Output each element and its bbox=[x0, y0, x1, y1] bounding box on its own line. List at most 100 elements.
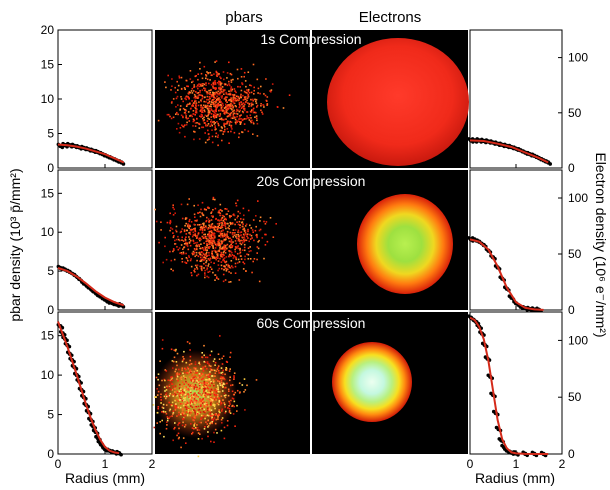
y-tick-label: 15 bbox=[41, 186, 55, 200]
pbar-hit bbox=[196, 411, 199, 413]
pbar-hit bbox=[195, 104, 197, 107]
pbar-hit bbox=[160, 399, 162, 401]
column-header-electrons: Electrons bbox=[359, 9, 422, 26]
pbar-hit bbox=[220, 129, 223, 132]
pbar-hit bbox=[182, 125, 185, 128]
pbar-hit bbox=[253, 111, 256, 114]
pbar-hit bbox=[201, 97, 204, 100]
pbar-hit bbox=[223, 98, 226, 100]
pbar-hit bbox=[234, 99, 236, 101]
pbar-hit bbox=[181, 409, 184, 411]
pbar-hit bbox=[217, 227, 219, 229]
electron-cloud-1s bbox=[327, 38, 469, 166]
pbar-hit bbox=[221, 417, 224, 419]
pbar-hit bbox=[206, 423, 209, 425]
pbar-hit bbox=[208, 136, 211, 139]
row-label-60s: 60s Compression bbox=[257, 315, 366, 331]
pbar-hit bbox=[200, 260, 203, 262]
pbar-hit bbox=[210, 268, 213, 270]
pbar-hit bbox=[217, 211, 220, 214]
pbar-hit bbox=[189, 244, 192, 247]
pbar-hit bbox=[184, 404, 186, 406]
pbar-hit bbox=[206, 393, 209, 396]
pbar-hit bbox=[240, 96, 242, 99]
pbar-hit bbox=[221, 232, 223, 235]
pbar-hit bbox=[201, 229, 204, 231]
pbar-hit bbox=[209, 93, 211, 95]
pbar-hit bbox=[181, 390, 184, 393]
pbar-hit bbox=[176, 246, 178, 248]
pbar-hit bbox=[216, 384, 219, 387]
pbar-hit bbox=[215, 113, 218, 116]
pbar-hit bbox=[242, 268, 245, 270]
pbar-hit bbox=[190, 384, 193, 387]
pbar-hit bbox=[189, 240, 191, 243]
pbar-hit bbox=[171, 377, 174, 379]
pbar-hit bbox=[198, 252, 200, 254]
pbar-hit bbox=[203, 344, 205, 347]
pbar-hit bbox=[222, 280, 225, 283]
pbar-hit bbox=[176, 128, 178, 130]
pbar-hit bbox=[227, 236, 229, 238]
pbar-hit bbox=[243, 118, 246, 120]
pbar-hit bbox=[215, 60, 218, 62]
pbar-hit bbox=[233, 109, 235, 112]
pbar-hit bbox=[213, 117, 216, 119]
pbar-hit bbox=[192, 373, 195, 375]
pbar-hit bbox=[237, 223, 240, 226]
pbar-hit bbox=[203, 256, 206, 258]
pbar-hit bbox=[206, 409, 209, 411]
pbar-hit bbox=[218, 358, 221, 360]
pbar-hit bbox=[244, 103, 246, 106]
pbar-hit bbox=[202, 237, 205, 239]
pbar-hit bbox=[217, 230, 220, 233]
pbar-hit bbox=[233, 378, 235, 380]
pbar-hit bbox=[157, 119, 160, 122]
pbar-hit bbox=[204, 356, 207, 359]
pbar-hit bbox=[218, 219, 220, 222]
pbar-hit bbox=[213, 358, 216, 360]
pbar-hit bbox=[206, 78, 209, 81]
pbar-hit bbox=[185, 257, 188, 259]
pbar-hit bbox=[227, 263, 229, 266]
pbar-hit bbox=[238, 101, 241, 104]
pbar-hit bbox=[201, 407, 203, 410]
pbar-hit bbox=[198, 244, 200, 246]
pbar-hit bbox=[220, 381, 223, 384]
pbar-hit bbox=[190, 388, 193, 390]
pbar-hit bbox=[232, 393, 235, 396]
pbar-hit bbox=[214, 247, 217, 249]
pbar-hit bbox=[229, 107, 231, 109]
pbar-hit bbox=[189, 397, 191, 399]
pbar-hit bbox=[205, 235, 207, 238]
pbar-hit bbox=[235, 112, 237, 115]
pbar-hit bbox=[228, 264, 230, 267]
pbar-hit bbox=[194, 100, 196, 103]
pbar-hit bbox=[179, 395, 181, 398]
pbar-hit bbox=[242, 118, 244, 121]
pbar-hit bbox=[226, 72, 229, 74]
pbar-hit bbox=[165, 412, 168, 415]
pbar-hit bbox=[172, 439, 174, 442]
pbar-hit bbox=[190, 400, 193, 402]
pbar-hit bbox=[183, 371, 185, 374]
pbar-hit bbox=[226, 424, 229, 427]
pbar-hit bbox=[218, 372, 220, 374]
pbar-hit bbox=[256, 122, 259, 125]
pbar-hit bbox=[179, 109, 181, 111]
pbar-hit bbox=[214, 61, 216, 63]
pbar-hit bbox=[190, 258, 192, 260]
y-tick-label: 10 bbox=[41, 368, 55, 382]
pbar-hit bbox=[176, 390, 178, 393]
pbar-hit bbox=[247, 90, 250, 92]
pbar-hit bbox=[189, 70, 192, 72]
pbar-hit bbox=[200, 99, 202, 101]
pbar-hit bbox=[189, 399, 191, 401]
pbar-hit bbox=[233, 88, 236, 90]
pbar-hit bbox=[187, 259, 189, 262]
pbar-hit bbox=[210, 211, 213, 213]
pbar-hit bbox=[182, 240, 185, 242]
pbar-hit bbox=[202, 222, 204, 225]
pbar-hit bbox=[207, 228, 209, 230]
